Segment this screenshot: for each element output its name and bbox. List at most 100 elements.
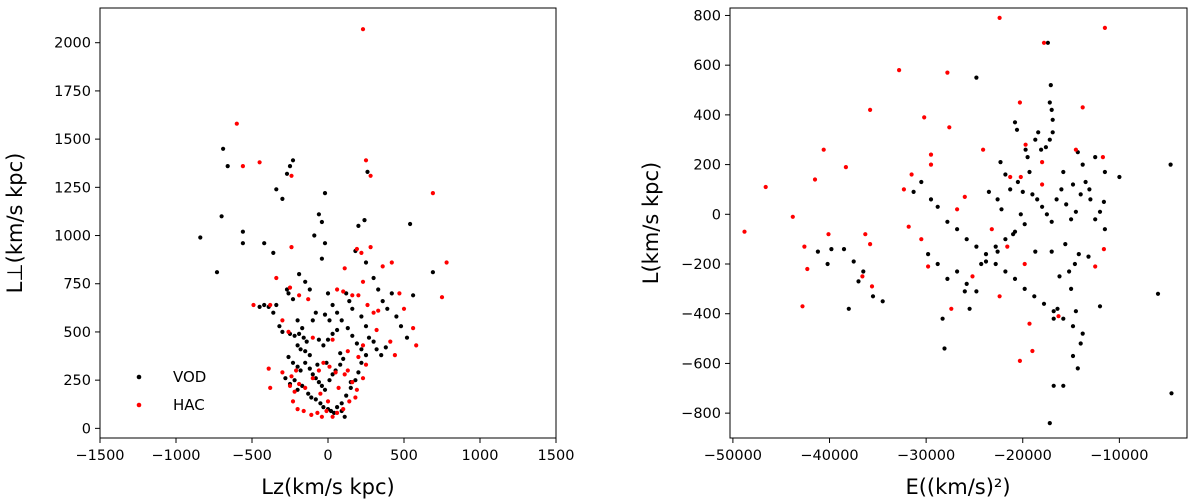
data-point-hac — [1093, 264, 1098, 269]
data-point-vod — [1051, 309, 1056, 314]
data-point-hac — [289, 173, 294, 178]
data-point-vod — [841, 247, 847, 252]
data-point-vod — [280, 329, 285, 334]
legend-marker-hac — [136, 402, 142, 408]
data-point-vod — [295, 318, 300, 323]
data-point-vod — [300, 326, 305, 331]
data-point-vod — [1003, 172, 1008, 177]
data-point-hac — [327, 364, 332, 369]
y-tick-label: 2000 — [54, 36, 91, 52]
data-point-vod — [221, 146, 226, 151]
data-point-vod — [287, 164, 293, 169]
x-tick-label: −1000 — [151, 448, 200, 464]
data-point-vod — [341, 356, 346, 361]
right-y-axis: −800 −600 −400 −200 0 200 400 600 800 — [681, 8, 730, 422]
data-point-hac — [401, 306, 407, 311]
data-point-hac — [1102, 25, 1107, 30]
data-point-vod — [1168, 162, 1173, 167]
data-point-hac — [363, 158, 369, 163]
data-point-vod — [1075, 366, 1080, 371]
y-tick-label: 0 — [82, 421, 91, 437]
data-point-hac — [368, 173, 373, 178]
data-point-vod — [240, 229, 245, 234]
data-point-hac — [997, 15, 1002, 20]
data-point-vod — [312, 233, 317, 238]
data-point-vod — [1069, 217, 1074, 222]
data-point-vod — [1027, 169, 1032, 175]
data-point-hac — [319, 414, 324, 419]
data-point-vod — [1057, 274, 1062, 279]
data-point-vod — [198, 235, 203, 240]
right-x-axis: −50000 −40000 −30000 −20000 −10000 — [704, 438, 1149, 464]
data-point-vod — [1051, 383, 1056, 388]
y-tick-label: −400 — [681, 307, 721, 323]
data-point-vod — [319, 383, 324, 388]
data-point-hac — [1073, 147, 1078, 152]
data-point-vod — [1101, 199, 1106, 204]
data-point-vod — [262, 302, 267, 308]
data-point-vod — [354, 341, 359, 346]
data-point-hac — [997, 294, 1002, 299]
data-point-hac — [347, 399, 352, 404]
data-point-vod — [1020, 189, 1025, 194]
data-point-vod — [1030, 192, 1035, 197]
data-point-vod — [363, 353, 369, 358]
data-point-vod — [292, 378, 297, 383]
data-point-vod — [974, 289, 979, 294]
data-point-vod — [928, 197, 934, 202]
data-point-vod — [313, 397, 318, 402]
data-point-vod — [290, 158, 296, 163]
data-point-vod — [1093, 155, 1098, 160]
data-point-vod — [955, 269, 960, 274]
data-point-vod — [1022, 222, 1027, 227]
data-point-vod — [330, 372, 335, 377]
data-point-hac — [947, 125, 952, 130]
data-point-hac — [325, 399, 331, 404]
left-plot-frame — [99, 7, 557, 439]
data-point-hac — [374, 327, 379, 333]
data-point-hac — [350, 293, 355, 298]
data-point-vod — [1063, 242, 1068, 247]
data-point-hac — [341, 407, 346, 412]
x-tick-label: 1000 — [462, 448, 499, 464]
data-point-vod — [1049, 107, 1054, 112]
data-point-hac — [1017, 100, 1023, 105]
data-point-hac — [324, 408, 329, 414]
data-point-vod — [1073, 309, 1078, 314]
data-point-vod — [313, 376, 318, 381]
y-tick-label: 250 — [63, 373, 91, 389]
data-point-vod — [1036, 130, 1041, 135]
data-point-vod — [1051, 316, 1056, 321]
data-point-vod — [398, 324, 404, 329]
data-point-vod — [292, 333, 297, 338]
data-point-hac — [1017, 358, 1023, 363]
x-tick-label: −20000 — [994, 448, 1052, 464]
data-point-vod — [319, 256, 324, 261]
data-point-hac — [330, 414, 335, 419]
data-point-vod — [1039, 147, 1044, 152]
data-point-hac — [430, 191, 435, 196]
data-point-vod — [303, 349, 308, 354]
data-point-vod — [271, 250, 276, 255]
data-point-vod — [324, 360, 329, 365]
data-point-hac — [333, 370, 338, 375]
data-point-vod — [277, 324, 282, 329]
data-point-vod — [1083, 179, 1088, 185]
data-point-hac — [826, 232, 831, 237]
data-point-vod — [1025, 155, 1030, 160]
data-point-vod — [1032, 294, 1037, 299]
data-point-hac — [335, 410, 340, 415]
data-point-hac — [266, 366, 271, 371]
data-point-vod — [986, 189, 992, 194]
data-point-vod — [271, 310, 276, 315]
data-point-vod — [298, 368, 303, 373]
data-point-vod — [1049, 249, 1054, 254]
data-point-vod — [303, 360, 308, 365]
data-point-vod — [309, 395, 314, 400]
data-point-hac — [280, 318, 285, 323]
data-point-vod — [327, 378, 332, 383]
data-point-hac — [290, 399, 296, 404]
data-point-vod — [880, 299, 885, 304]
data-point-hac — [380, 264, 385, 269]
data-point-vod — [1078, 341, 1083, 346]
